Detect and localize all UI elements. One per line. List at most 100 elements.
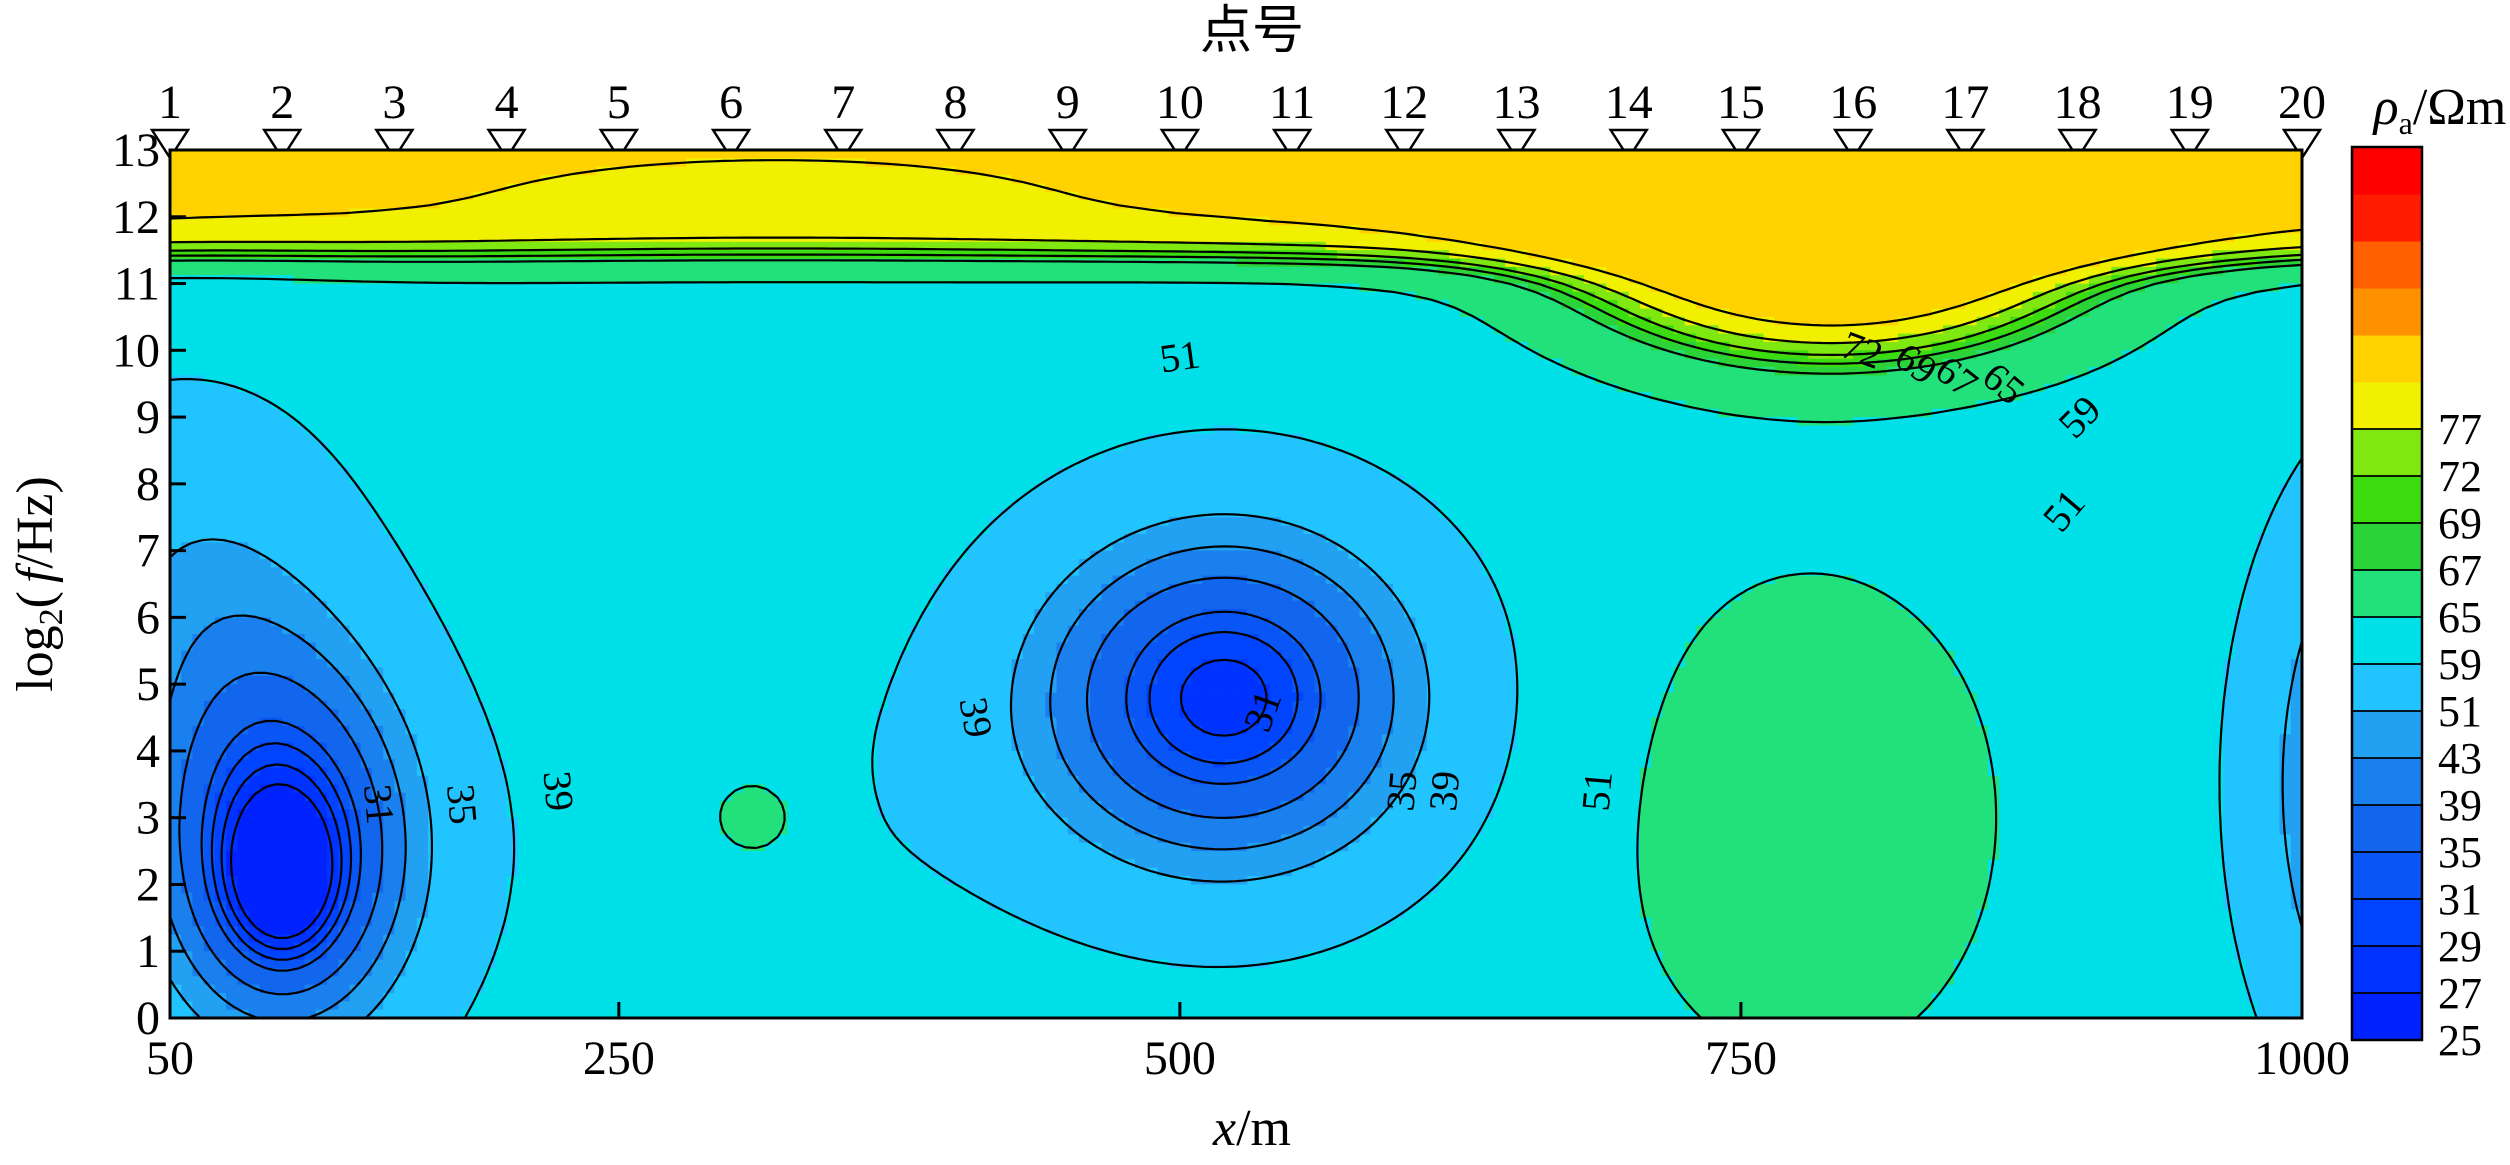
contour-cell <box>170 258 182 268</box>
contour-cell <box>439 458 452 468</box>
contour-cell <box>282 917 295 927</box>
contour-cell <box>506 684 519 694</box>
contour-cell <box>371 433 384 443</box>
contour-cell <box>349 826 362 835</box>
contour-cell <box>181 433 194 443</box>
contour-cell <box>484 592 497 602</box>
contour-cell <box>495 826 508 835</box>
contour-cell <box>237 1001 250 1011</box>
contour-cell <box>181 492 194 502</box>
contour-cell <box>517 659 530 669</box>
contour-cell <box>428 1009 440 1018</box>
contour-cell <box>405 884 418 894</box>
contour-cell <box>383 951 396 961</box>
station-markers: 1 2 3 4 5 6 7 8 9 10 11 12 13 14 15 16 17 18 19 20 <box>149 76 2326 161</box>
station-number: 12 <box>1380 76 1428 129</box>
contour-cell <box>585 775 597 785</box>
contour-cell <box>226 517 238 527</box>
contour-cell <box>383 266 396 276</box>
contour-cell <box>192 759 205 769</box>
contour-cell <box>630 458 642 468</box>
contour-cell <box>428 158 440 168</box>
contour-cell <box>383 859 396 869</box>
contour-cell <box>192 609 205 618</box>
contour-cell <box>461 492 474 502</box>
contour-cell <box>371 575 384 585</box>
contour-cell <box>596 675 609 685</box>
contour-cell <box>170 300 182 310</box>
contour-cell <box>450 375 463 385</box>
contour-cell <box>517 642 530 652</box>
contour-cell <box>181 725 194 735</box>
contour-cell <box>270 684 283 694</box>
contour-cell <box>383 767 396 777</box>
contour-cell <box>540 417 553 427</box>
contour-cell <box>416 851 429 861</box>
contour-cell <box>573 283 586 293</box>
contour-cell <box>630 625 642 635</box>
contour-cell <box>663 525 676 535</box>
station-number: 7 <box>831 76 855 129</box>
contour-cell <box>551 158 564 168</box>
contour-cell <box>663 200 676 210</box>
contour-cell <box>472 233 485 243</box>
contour-cell <box>371 392 384 401</box>
contour-cell <box>540 917 553 927</box>
contour-cell <box>170 492 182 502</box>
contour-cell <box>192 316 205 326</box>
contour-cell <box>674 517 687 527</box>
contour-cell <box>327 801 339 810</box>
contour-cell <box>618 258 631 268</box>
contour-cell <box>259 809 272 819</box>
contour-cell <box>360 375 373 385</box>
contour-cell <box>349 617 362 627</box>
contour-cell <box>338 600 351 610</box>
contour-cell <box>573 867 586 877</box>
contour-cell <box>237 191 250 201</box>
contour-cell <box>517 717 530 727</box>
contour-cell <box>226 300 238 310</box>
contour-cell <box>472 642 485 652</box>
contour-cell <box>472 1001 485 1011</box>
contour-cell <box>315 350 328 360</box>
contour-cell <box>641 959 654 969</box>
contour-cell <box>517 759 530 769</box>
contour-cell <box>674 834 687 844</box>
contour-cell <box>529 842 541 852</box>
contour-cell <box>540 642 553 652</box>
contour-cell <box>573 584 586 593</box>
contour-cell <box>495 467 508 477</box>
contour-cell <box>618 216 631 226</box>
contour-cell <box>248 976 261 986</box>
contour-cell <box>192 300 205 310</box>
contour-cell <box>383 492 396 502</box>
contour-cell <box>371 742 384 752</box>
contour-cell <box>203 558 216 568</box>
contour-cell <box>259 976 272 986</box>
contour-cell <box>663 275 676 285</box>
contour-cell <box>315 734 328 744</box>
contour-cell <box>259 300 272 310</box>
contour-cell <box>203 467 216 477</box>
contour-cell <box>214 408 227 418</box>
contour-cell <box>394 734 407 744</box>
contour-cell <box>562 959 575 969</box>
contour-cell <box>371 367 384 376</box>
contour-cell <box>270 817 283 827</box>
contour-cell <box>450 801 463 810</box>
contour-cell <box>450 191 463 201</box>
contour-cell <box>450 725 463 735</box>
contour-cell <box>686 700 698 710</box>
contour-cell <box>293 508 306 518</box>
contour-cell <box>181 166 194 176</box>
contour-cell <box>461 584 474 593</box>
contour-cell <box>484 200 497 210</box>
contour-cell <box>226 700 238 710</box>
contour-cell <box>327 500 339 510</box>
contour-cell <box>248 876 261 886</box>
contour-cell <box>630 650 642 660</box>
contour-cell <box>461 775 474 785</box>
contour-cell <box>663 450 676 460</box>
contour-cell <box>529 784 541 794</box>
contour-cell <box>472 308 485 318</box>
